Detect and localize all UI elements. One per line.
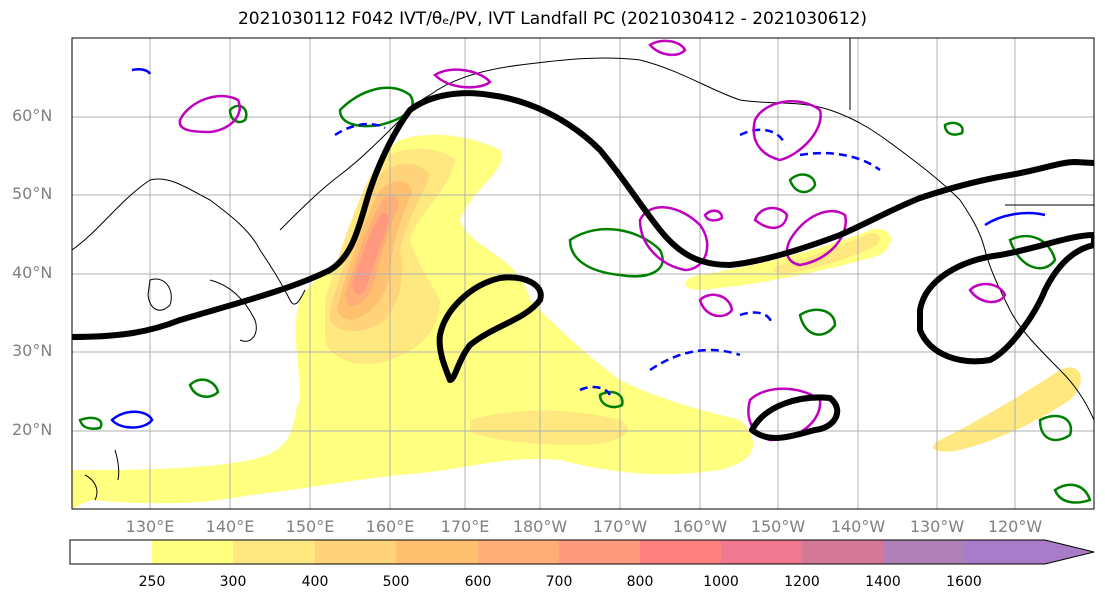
colorbar-outline — [69, 539, 1095, 565]
landfall-pc-east-loop — [917, 232, 1094, 365]
map-frame — [71, 37, 1095, 510]
landfall-pc-mid-loop — [436, 274, 544, 383]
lat-label-60n: 60°N — [12, 106, 53, 125]
colorbar-label-600: 600 — [464, 574, 492, 590]
colorbar-bin-3 — [315, 540, 396, 564]
colorbar-label-1200: 1200 — [784, 574, 820, 590]
colorbar-label-1600: 1600 — [946, 574, 982, 590]
colorbar-label-500: 500 — [382, 574, 410, 590]
colorbar-bin-0 — [70, 540, 152, 564]
ivt-central-band — [685, 229, 891, 290]
lon-label-160e: 160°E — [365, 517, 415, 536]
lon-label-130w: 130°W — [909, 517, 965, 536]
colorbar-bin-10 — [883, 540, 964, 564]
lon-label-150e: 150°E — [285, 517, 335, 536]
theta-e-contours — [78, 86, 1092, 504]
pv-low-contours — [110, 67, 1046, 429]
coastlines — [72, 38, 1094, 501]
lon-label-140w: 140°W — [830, 517, 886, 536]
pv-high-contours — [178, 39, 1007, 442]
colorbar-label-700: 700 — [545, 574, 573, 590]
lon-label-150w: 150°W — [750, 517, 806, 536]
map-title: 2021030112 F042 IVT/θₑ/PV, IVT Landfall … — [237, 9, 868, 29]
lon-label-160w: 160°W — [672, 517, 728, 536]
colorbar-bin-6 — [559, 540, 640, 564]
colorbar-label-300: 300 — [219, 574, 247, 590]
lat-label-20n: 20°N — [12, 420, 53, 439]
ivt-shading — [72, 134, 1081, 509]
lat-label-30n: 30°N — [12, 341, 53, 360]
colorbar-label-400: 400 — [301, 574, 329, 590]
lon-label-180w: 180°W — [512, 517, 568, 536]
colorbar-bin-8 — [721, 540, 802, 564]
lon-label-170w: 170°W — [592, 517, 648, 536]
colorbar-bin-5 — [478, 540, 559, 564]
colorbar-bin-7 — [640, 540, 721, 564]
lat-label-50n: 50°N — [12, 184, 53, 203]
graticule — [72, 38, 1094, 509]
colorbar-extend-arrow — [964, 540, 1094, 564]
lon-label-120w: 120°W — [987, 517, 1043, 536]
lon-label-170e: 170°E — [440, 517, 490, 536]
colorbar-label-1000: 1000 — [703, 574, 739, 590]
landfall-pc-main-line — [72, 90, 1094, 340]
colorbar-label-1400: 1400 — [865, 574, 901, 590]
colorbar-label-800: 800 — [626, 574, 654, 590]
ivt-south-blob — [470, 410, 628, 445]
colorbar-bin-1 — [152, 540, 233, 564]
lon-label-130e: 130°E — [125, 517, 175, 536]
colorbar-bin-4 — [396, 540, 478, 564]
landfall-pc-contours — [72, 90, 1094, 441]
colorbar-label-250: 250 — [138, 574, 166, 590]
landfall-pc-south-loop — [749, 394, 841, 441]
colorbar-bin-2 — [233, 540, 315, 564]
lon-label-140e: 140°E — [205, 517, 255, 536]
colorbar — [69, 539, 1095, 565]
colorbar-bin-9 — [802, 540, 883, 564]
lat-label-40n: 40°N — [12, 263, 53, 282]
